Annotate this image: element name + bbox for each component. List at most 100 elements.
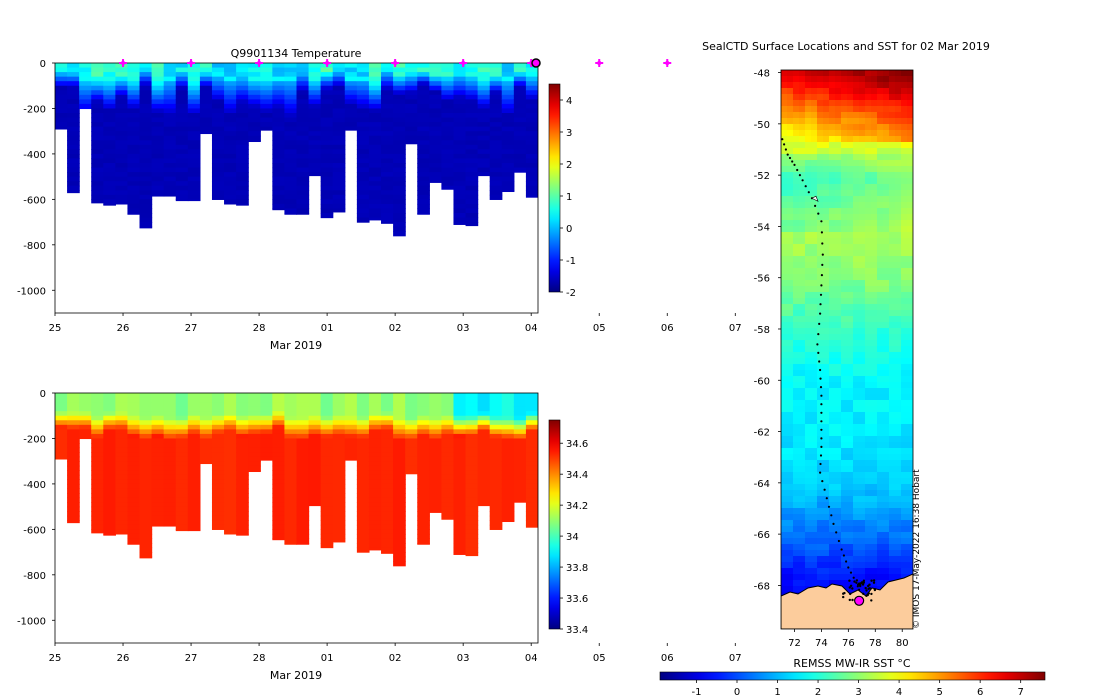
section-cell — [272, 406, 286, 412]
sst-cell — [823, 460, 830, 467]
sst-cell — [889, 76, 896, 83]
section-cell — [67, 415, 80, 421]
section-cell — [127, 443, 141, 449]
sst-cell — [895, 304, 902, 311]
sst-cell — [871, 130, 878, 137]
section-cell — [465, 213, 479, 219]
section-cell — [67, 149, 80, 155]
sst-cell — [883, 196, 890, 203]
section-cell — [139, 393, 153, 399]
section-cell — [296, 429, 310, 435]
section-cell — [115, 424, 129, 430]
sst-cell — [835, 376, 842, 383]
section-cell — [248, 76, 261, 82]
current-profile-marker — [531, 58, 541, 68]
track-point — [781, 138, 784, 141]
sst-cell — [817, 178, 824, 185]
sst-cell — [799, 274, 806, 281]
sst-cell — [889, 250, 896, 257]
section-cell — [187, 67, 201, 73]
track-point — [818, 322, 821, 325]
section-cell — [465, 461, 479, 467]
section-cell — [381, 447, 394, 453]
section-cell — [381, 433, 394, 440]
sst-cell — [883, 274, 890, 281]
section-cell — [368, 420, 382, 426]
sst-cell — [793, 490, 800, 497]
section-cell — [320, 117, 334, 123]
section-cell — [356, 194, 370, 200]
section-cell — [368, 511, 382, 517]
section-cell — [127, 153, 141, 160]
section-cell — [332, 153, 346, 160]
sst-cell — [823, 298, 830, 305]
sst-cell — [841, 244, 848, 251]
sst-cell — [901, 400, 908, 407]
sst-cell — [865, 340, 872, 347]
sst-cell — [817, 70, 824, 77]
section-cell — [356, 117, 370, 123]
sst-cell — [781, 508, 788, 515]
track-point — [820, 403, 823, 406]
sst-cell — [829, 412, 836, 419]
sst-cell — [787, 262, 794, 269]
sst-cell — [811, 334, 818, 341]
lat-tick-label: -58 — [754, 325, 770, 336]
section-cell — [381, 443, 394, 449]
section-cell — [477, 117, 491, 123]
section-cell — [115, 506, 129, 512]
sst-cell — [865, 538, 872, 545]
sst-cell — [823, 232, 830, 239]
section-cell — [332, 402, 346, 408]
section-cell — [501, 190, 515, 193]
sst-cell — [829, 334, 836, 341]
track-point — [817, 351, 820, 354]
section-cell — [79, 76, 92, 82]
sst-cell — [841, 94, 848, 101]
sst-cell — [799, 454, 806, 461]
sst-cell — [805, 166, 812, 173]
section-cell — [296, 411, 310, 417]
sst-cell — [781, 466, 788, 473]
sst-cell — [793, 100, 800, 107]
section-cell — [525, 163, 538, 169]
section-cell — [211, 153, 225, 160]
section-cell — [320, 433, 334, 440]
section-cell — [248, 63, 261, 69]
sst-cell — [799, 490, 806, 497]
section-cell — [248, 424, 261, 430]
sst-cell — [871, 460, 878, 467]
sst-cell — [877, 244, 884, 251]
section-cell — [417, 85, 430, 91]
section-cell — [356, 497, 370, 503]
section-cell — [55, 424, 68, 430]
sst-cell — [787, 544, 794, 551]
section-cell — [127, 420, 141, 426]
section-cell — [224, 447, 237, 453]
sst-cell — [823, 562, 830, 569]
section-cell — [344, 438, 358, 444]
section-cell — [199, 81, 213, 87]
section-cell — [381, 222, 394, 224]
x-tick-label: 06 — [661, 653, 674, 664]
sst-cell — [877, 184, 884, 191]
section-cell — [320, 529, 334, 535]
sst-cell — [853, 526, 860, 533]
section-cell — [272, 488, 286, 494]
section-cell — [248, 456, 261, 462]
sst-cell — [817, 166, 824, 173]
sst-cell — [895, 502, 902, 509]
section-cell — [260, 393, 273, 399]
section-cell — [453, 194, 467, 200]
sst-cell — [841, 154, 848, 161]
track-point — [849, 584, 853, 587]
section-cell — [477, 465, 491, 471]
sst-cell — [787, 526, 794, 533]
section-cell — [381, 199, 394, 205]
sst-cell — [907, 232, 913, 239]
section-cell — [224, 167, 237, 173]
section-cell — [296, 108, 310, 114]
sst-cell — [817, 160, 824, 167]
sst-cell — [895, 562, 902, 569]
section-cell — [211, 397, 225, 403]
